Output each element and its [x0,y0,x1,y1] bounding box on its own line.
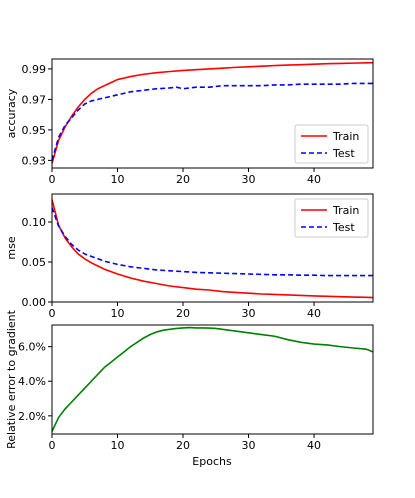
relative-error-x-tick-label: 40 [307,439,321,452]
legend-label-train: Train [332,204,359,217]
accuracy-y-tick-label: 0.97 [22,93,47,106]
accuracy-panel: 0 10 20 30 40 0.93 0.95 0.97 0.99 accuracy Train Te… [5,58,374,186]
accuracy-y-axis-label: accuracy [5,88,18,138]
relative-error-panel: 0 10 20 30 40 2.0% 4.0% 6.0%Relative error to g… [5,309,374,452]
relative-error-y-tick-label: 4.0% [18,375,46,388]
accuracy-x-tick-label: 10 [111,173,125,186]
accuracy-y-tick-label: 0.93 [22,154,47,167]
mse-axes-frame [51,193,374,303]
relative-error-x-tick-label: 30 [242,439,256,452]
accuracy-legend: Train Test [294,124,369,164]
mse-x-tick-label: 10 [111,307,125,320]
x-axis-label: Epochs [192,455,232,468]
mse-y-tick-label: 0.10 [22,216,47,229]
accuracy-y-tick-label: 0.95 [22,124,47,137]
accuracy-y-tick-label: 0.99 [22,63,47,76]
relative-error-x-tick-label: 0 [49,439,56,452]
mse-x-tick-label: 20 [176,307,190,320]
mse-x-tick-label: 30 [242,307,256,320]
mse-x-tick-label: 40 [307,307,321,320]
accuracy-x-tick-label: 40 [307,173,321,186]
mse-x-tick-label: 0 [49,307,56,320]
mse-legend: Train Test [294,198,369,238]
accuracy-x-tick-label: 20 [176,173,190,186]
relative-error-x-tick-label: 20 [176,439,190,452]
legend-label-test: Test [332,147,355,160]
legend-label-train: Train [332,130,359,143]
accuracy-train-line [51,61,374,164]
accuracy-x-tick-label: 30 [242,173,256,186]
relative-error-axes-frame [51,324,374,435]
accuracy-test-line [51,82,373,161]
accuracy-x-tick-label: 0 [49,173,56,186]
relative-error-x-tick-label: 10 [111,439,125,452]
mse-y-tick-label: 0.00 [22,296,47,309]
accuracy-axes-frame [51,58,374,169]
relative-error-y-tick-label: 2.0% [18,410,46,423]
legend-label-test: Test [332,221,355,234]
relative-error-y-tick-label: 6.0% [18,341,46,354]
mse-train-line [51,199,374,299]
mse-panel: 0 10 20 30 40 0.00 0.05 0.10 mse Train Test [5,193,374,320]
mse-test-line [51,207,373,277]
relative-error-line [51,326,374,432]
mse-y-tick-label: 0.05 [22,256,47,269]
mse-y-axis-label: mse [5,236,18,259]
relative-error-y-axis-label: Relative error to gradient [5,309,18,449]
